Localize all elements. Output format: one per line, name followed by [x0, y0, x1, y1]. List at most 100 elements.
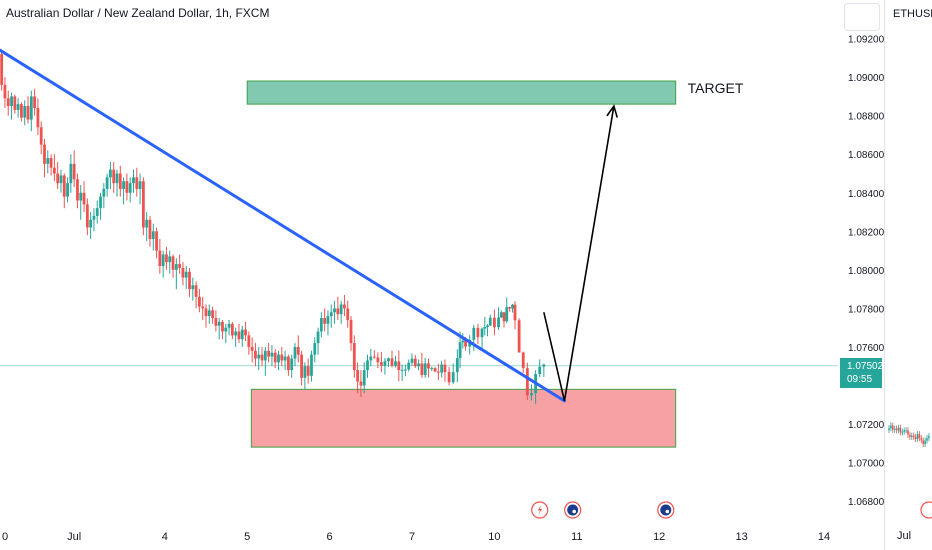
candle: [468, 335, 472, 355]
candle: [198, 289, 201, 313]
candle: [82, 181, 86, 213]
candle-body: [10, 96, 13, 107]
candle-body: [329, 312, 333, 317]
candle-body: [184, 271, 188, 278]
candle-body: [16, 104, 20, 110]
candle: [352, 335, 356, 378]
candle-body: [36, 107, 40, 128]
candle: [23, 100, 27, 126]
mini-candle-body: [890, 425, 892, 429]
candle: [319, 312, 323, 338]
candle-body: [423, 363, 427, 375]
candle: [493, 309, 496, 336]
candle-body: [43, 144, 46, 164]
candle: [362, 362, 366, 394]
candle: [188, 267, 191, 297]
candle-body: [118, 173, 122, 189]
candle-body: [211, 310, 214, 319]
candle: [194, 281, 198, 309]
symbol-search-box[interactable]: [844, 3, 880, 31]
candle-body: [39, 127, 43, 145]
candle: [296, 335, 300, 363]
candle: [436, 363, 440, 381]
mini-candle-body: [899, 427, 902, 433]
candle-body: [76, 179, 79, 201]
candle-body: [521, 352, 525, 369]
candle-body: [23, 106, 27, 118]
candle: [43, 138, 46, 178]
candle: [3, 77, 7, 108]
candle-body: [508, 307, 512, 309]
y-tick-label: 1.06800: [848, 497, 885, 508]
candle-body: [221, 321, 224, 332]
candle: [277, 350, 280, 371]
candle-body: [400, 369, 404, 371]
mini-candle-body: [907, 430, 909, 435]
candle-body: [69, 163, 73, 184]
candle: [379, 352, 383, 373]
candle: [59, 169, 63, 193]
candle-body: [316, 331, 320, 344]
candle-body: [525, 368, 529, 396]
candle-body: [267, 350, 271, 357]
candle-body: [234, 331, 238, 336]
candle: [270, 345, 274, 367]
candle: [56, 161, 60, 189]
mini-candle-body: [911, 435, 913, 437]
candle: [92, 208, 96, 232]
y-tick-label: 1.08400: [848, 189, 885, 200]
candle: [499, 310, 503, 318]
candle-body: [464, 340, 467, 347]
y-tick-label: 1.08600: [848, 150, 885, 161]
candle: [339, 300, 343, 324]
candle-body: [26, 106, 30, 120]
y-tick-label: 1.07000: [848, 459, 885, 470]
candle-body: [188, 271, 191, 290]
candle-body: [122, 181, 125, 189]
candle: [306, 358, 310, 384]
candle-body: [204, 308, 208, 317]
candle-body: [158, 250, 162, 266]
candle: [204, 304, 208, 328]
mini-candle-body: [903, 430, 905, 432]
candle-body: [410, 358, 414, 363]
candle-body: [407, 362, 411, 370]
candle: [138, 173, 142, 205]
candle: [376, 352, 380, 369]
candle-body: [132, 177, 135, 184]
candle-body: [310, 354, 313, 376]
candle-body: [394, 361, 397, 366]
candle-body: [326, 316, 330, 324]
candle: [443, 359, 447, 382]
y-tick-label: 1.07800: [848, 304, 885, 315]
y-tick-label: 1.09000: [848, 73, 885, 84]
candle-body: [303, 366, 307, 378]
candle-body: [79, 192, 83, 201]
candle: [542, 363, 546, 377]
candle-body: [352, 343, 356, 371]
candle-body: [362, 370, 366, 386]
candle: [207, 304, 211, 324]
secondary-chart-panel[interactable]: ETHUSDT, Jul: [884, 0, 932, 550]
candle: [221, 319, 224, 340]
flag-icon-body: [660, 504, 672, 516]
candle-body: [499, 312, 503, 318]
candle-body: [323, 318, 327, 324]
candle: [141, 177, 145, 236]
candle-body: [13, 96, 17, 110]
candle: [158, 239, 162, 274]
candle-body: [270, 352, 274, 357]
x-tick-label: 6: [327, 531, 333, 543]
candle: [135, 167, 139, 197]
candle: [33, 88, 37, 116]
candles-layer: [0, 52, 546, 404]
mini-candle-body: [897, 427, 900, 431]
candle: [447, 366, 451, 386]
flag-icon-star: [572, 509, 576, 514]
candle: [145, 212, 149, 241]
candle: [155, 227, 158, 259]
lightning-icon: [531, 501, 549, 519]
candle: [128, 177, 132, 203]
candle: [85, 198, 89, 236]
